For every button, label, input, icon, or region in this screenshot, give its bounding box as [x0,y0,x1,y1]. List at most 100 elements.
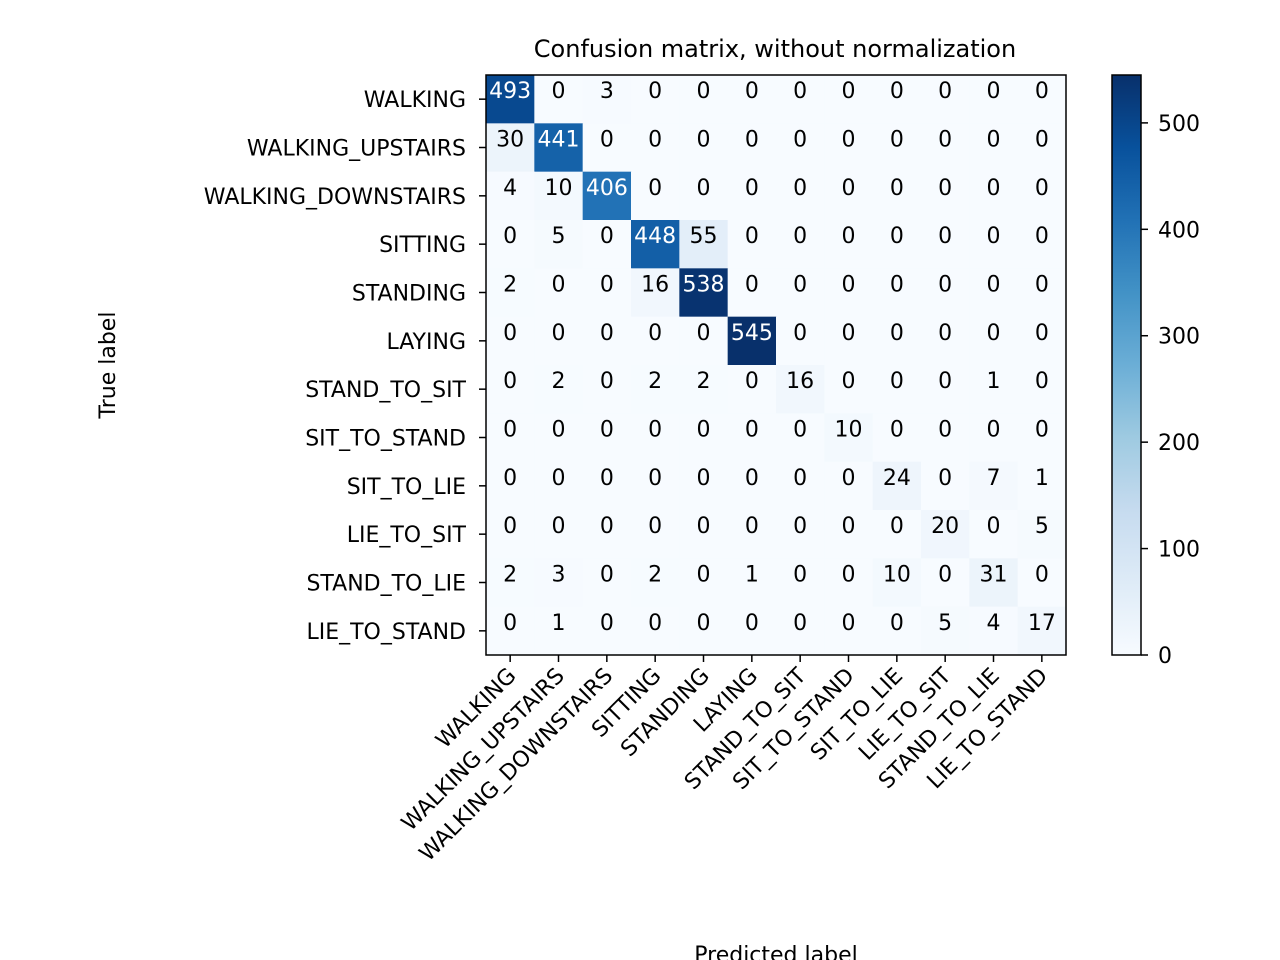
heatmap-cell [631,123,680,173]
heatmap-cell [776,316,825,366]
cell-value-label: 0 [842,611,856,636]
colorbar-tick-label: 400 [1158,218,1200,243]
heatmap-cell [969,510,1019,559]
heatmap-cell [969,220,1019,269]
cell-value-label: 2 [697,369,711,394]
cell-value-label: 0 [697,611,711,636]
cell-value-label: 0 [745,128,759,153]
cell-value-label: 0 [987,418,1001,443]
heatmap-cell [872,413,922,463]
heatmap-cell [582,316,632,366]
cell-value-label: 0 [1035,418,1049,443]
cell-value-label: 0 [1035,79,1049,104]
cell-value-label: 0 [600,321,614,346]
heatmap-cell [679,510,729,559]
cell-value-label: 3 [552,563,566,588]
heatmap-cell [872,365,922,414]
heatmap-cell [679,268,729,318]
heatmap-cell [1017,413,1067,463]
cell-value-label: 0 [1035,128,1049,153]
heatmap-cell [486,316,535,366]
x-axis-label: Predicted label [694,943,857,960]
cell-value-label: 2 [552,369,566,394]
colorbar: 0 100 200 300 400 500 [1111,74,1200,669]
cell-value-label: 0 [1035,224,1049,249]
cell-value-label: 0 [793,176,807,201]
cell-value-label: 1 [552,611,566,636]
cell-value-label: 55 [690,224,718,249]
cell-value-label: 0 [987,273,1001,298]
heatmap-cell [486,461,535,511]
cell-value-label: 0 [1035,176,1049,201]
cell-value-label: 538 [683,273,725,298]
cell-value-label: 0 [793,79,807,104]
heatmap-cell [776,75,825,124]
cell-value-label: 2 [503,273,517,298]
heatmap-cell [872,268,922,318]
cell-value-label: 0 [793,418,807,443]
cell-value-label: 0 [745,466,759,491]
cell-value-label: 0 [745,369,759,394]
x-tick-label: WALKING_DOWNSTAIRS [415,664,618,867]
heatmap-cell [582,75,632,124]
heatmap-cell [631,510,680,559]
cell-value-label: 0 [987,224,1001,249]
heatmap-cell [969,75,1019,124]
cell-value-label: 17 [1028,611,1056,636]
heatmap-cell [631,171,680,221]
heatmap-cell [969,268,1019,318]
cell-value-label: 0 [503,224,517,249]
heatmap-cell [872,220,922,269]
heatmap-cell [921,606,970,656]
cell-value-label: 1 [745,563,759,588]
cell-value-label: 0 [697,321,711,346]
cell-value-label: 0 [938,418,952,443]
cell-value-label: 0 [552,321,566,346]
y-tick-label: LAYING [386,330,466,355]
heatmap-cell [679,461,729,511]
cell-value-label: 0 [552,514,566,539]
cell-value-label: 20 [931,514,959,539]
cell-value-label: 0 [600,418,614,443]
heatmap-cell [872,171,922,221]
heatmap-cell [631,413,680,463]
colorbar-ticks: 0 100 200 300 400 500 [1141,112,1200,669]
cell-value-label: 0 [745,418,759,443]
cell-value-label: 493 [489,79,531,104]
cell-value-label: 0 [842,514,856,539]
heatmap-cell [921,558,970,608]
heatmap-cell [486,510,535,559]
cell-value-label: 5 [1035,514,1049,539]
heatmap-cell [534,510,584,559]
heatmap-cell [727,123,777,173]
heatmap-cell [1017,558,1067,608]
cell-value-label: 0 [745,611,759,636]
heatmap-cell [727,220,777,269]
heatmap-cell [776,510,825,559]
heatmap-cell [727,75,777,124]
cell-value-label: 0 [745,514,759,539]
heatmap-cell [776,558,825,608]
heatmap-cell [727,413,777,463]
cell-value-label: 0 [938,128,952,153]
heatmap-cell [969,123,1019,173]
heatmap-cell [1017,75,1067,124]
heatmap-cell [921,123,970,173]
colorbar-tick-label: 200 [1158,431,1200,456]
heatmap-cell [727,268,777,318]
cell-value-label: 0 [938,369,952,394]
cell-value-label: 0 [697,176,711,201]
cell-value-label: 0 [987,176,1001,201]
heatmap-cell [921,510,970,559]
cell-value-label: 0 [938,176,952,201]
cell-value-label: 0 [697,466,711,491]
y-tick-label: STANDING [352,282,466,307]
heatmap-cell [921,220,970,269]
heatmap-cell [727,171,777,221]
cell-value-label: 0 [987,321,1001,346]
cell-value-label: 0 [890,79,904,104]
heatmap-cell [486,268,535,318]
cell-value-label: 0 [890,176,904,201]
heatmap-cell [824,123,874,173]
